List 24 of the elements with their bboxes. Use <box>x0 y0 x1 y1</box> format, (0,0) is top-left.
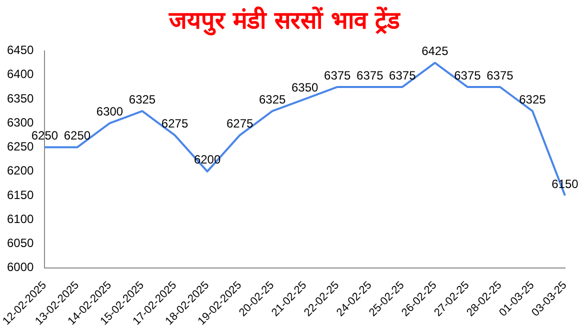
chart-title: जयपुर मंडी सरसों भाव ट्रेंड <box>168 6 402 36</box>
y-tick-label: 6050 <box>6 236 34 250</box>
data-label: 6325 <box>128 92 156 106</box>
data-label: 6275 <box>226 116 254 131</box>
data-label: 6325 <box>258 92 286 106</box>
y-tick-label: 6150 <box>6 188 34 202</box>
data-label: 6250 <box>64 128 91 143</box>
y-tick-label: 6450 <box>6 43 34 58</box>
y-tick-label: 6000 <box>6 260 34 274</box>
data-label: 6375 <box>486 68 514 82</box>
data-label: 6375 <box>389 68 416 82</box>
y-tick-label: 6400 <box>6 67 34 82</box>
data-label: 6350 <box>291 80 319 94</box>
y-tick-label: 6200 <box>6 164 34 178</box>
data-label: 6300 <box>96 104 124 118</box>
data-label: 6375 <box>454 68 482 82</box>
data-label: 6275 <box>161 116 188 131</box>
data-label: 6375 <box>324 68 352 82</box>
data-label: 6325 <box>519 92 546 106</box>
y-tick-label: 6100 <box>6 212 34 226</box>
y-tick-label: 6350 <box>6 91 34 106</box>
data-label: 6375 <box>356 68 384 82</box>
data-label: 6425 <box>422 44 449 58</box>
y-tick-label: 6300 <box>6 115 34 130</box>
